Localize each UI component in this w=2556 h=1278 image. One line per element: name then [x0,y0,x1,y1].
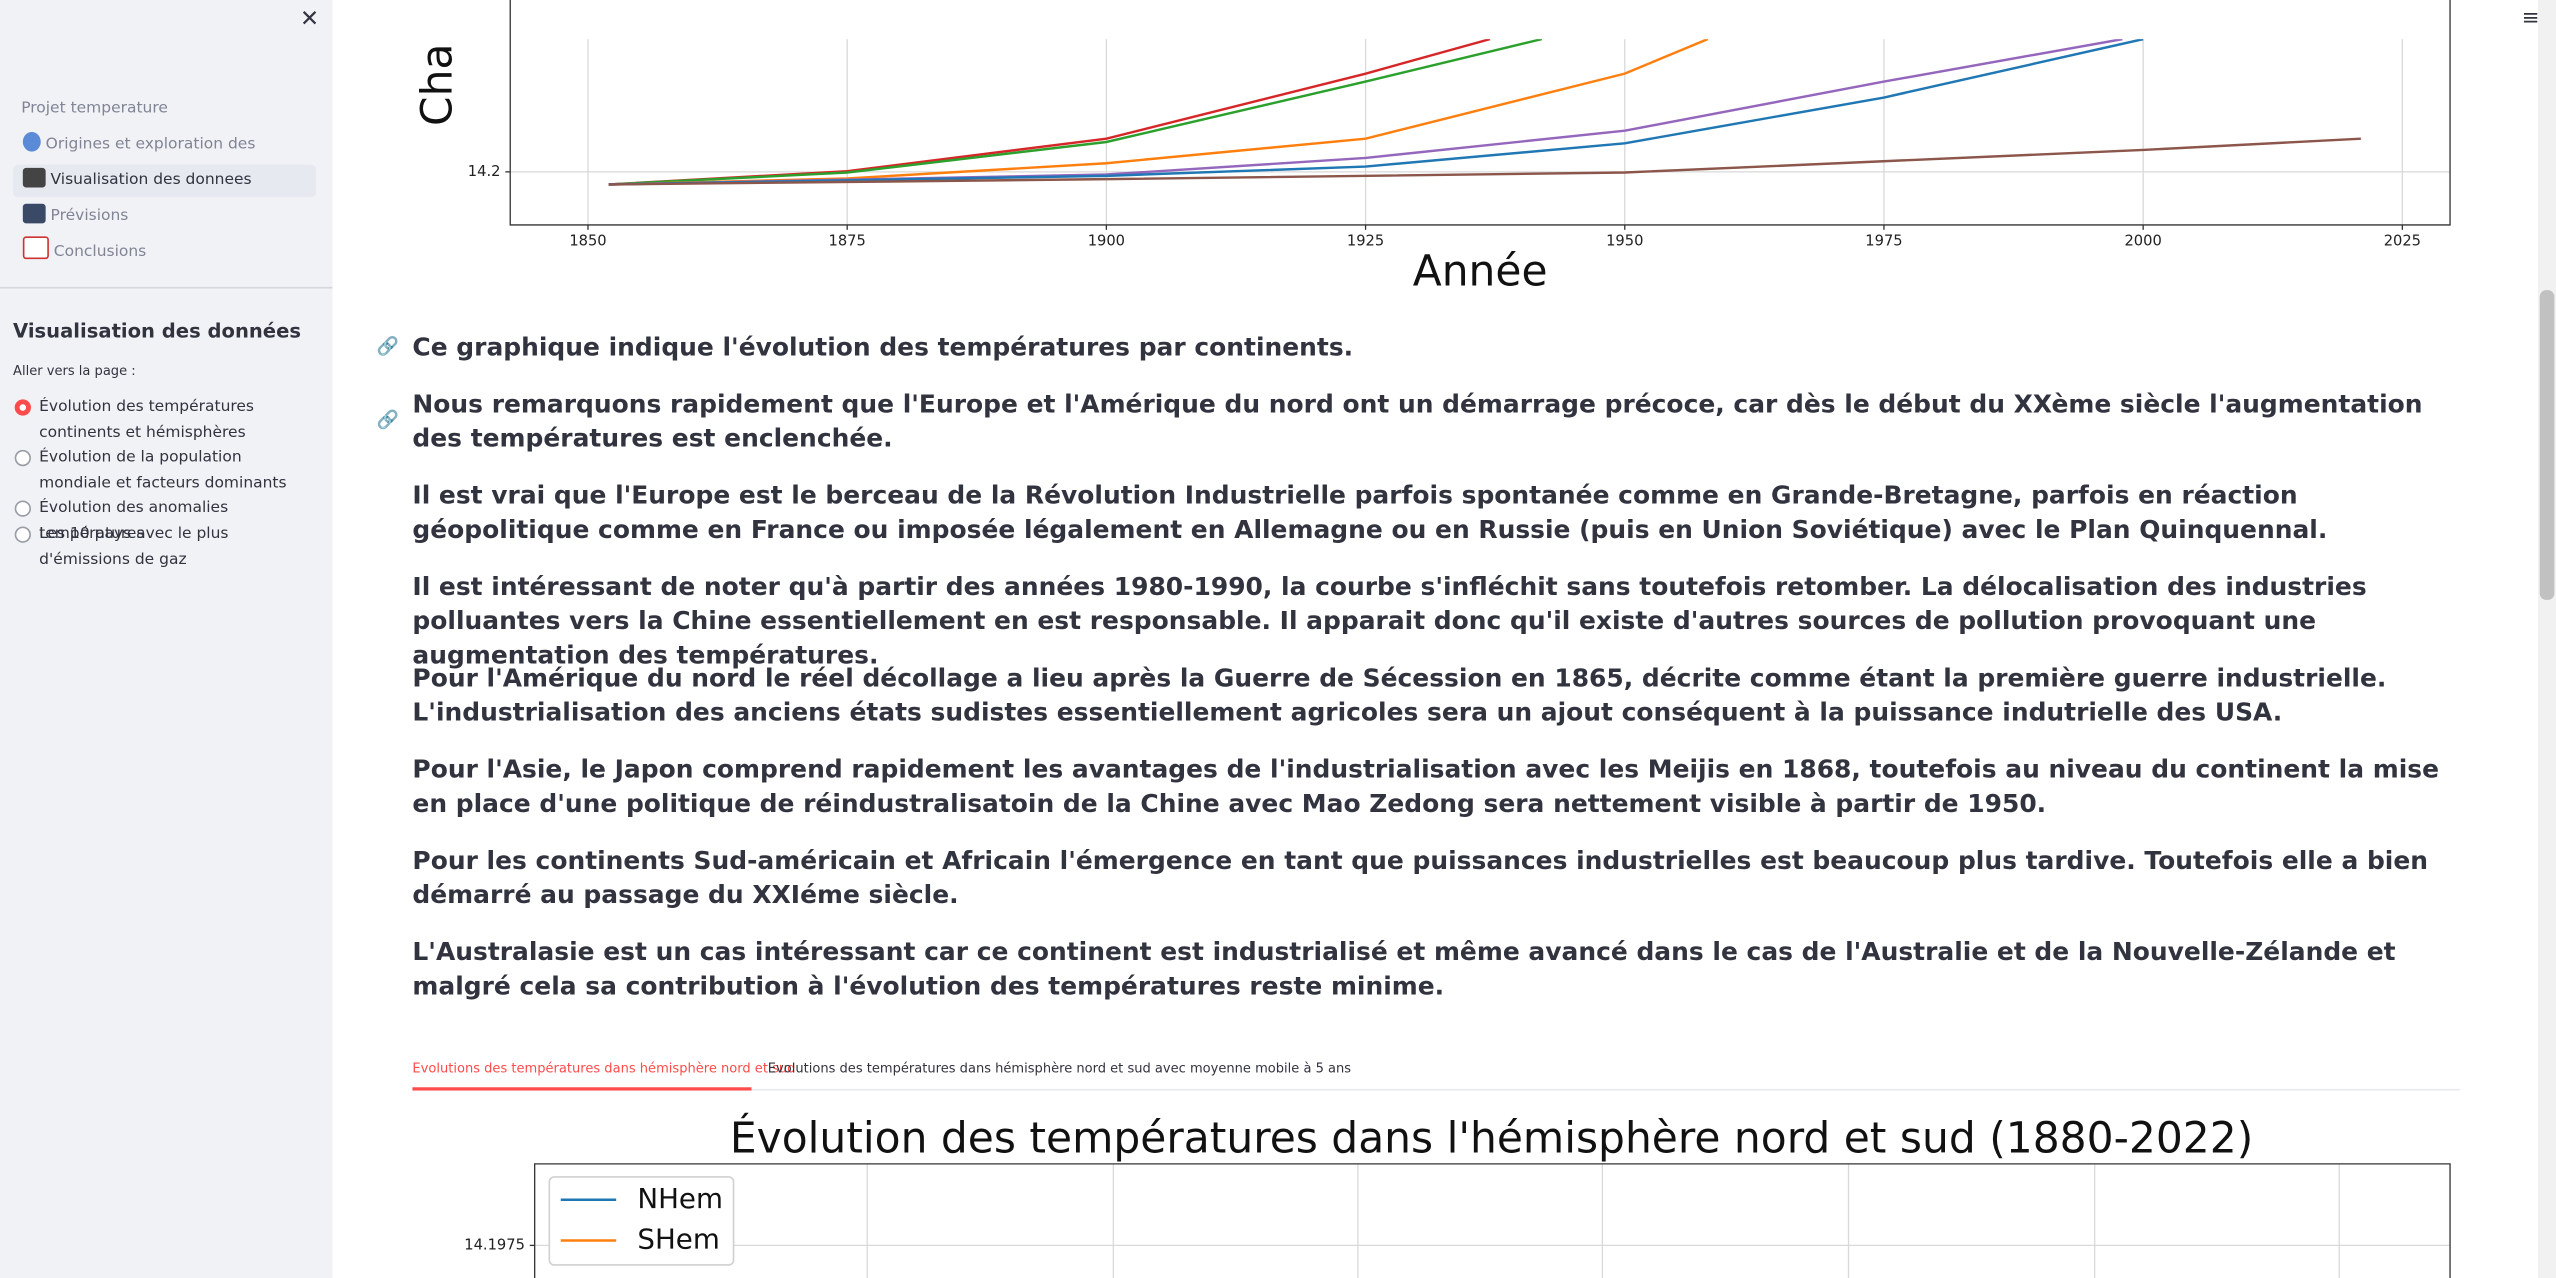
divider [0,286,333,289]
paragraph: Nous remarquons rapidement que l'Europe … [412,389,2423,454]
radio-option[interactable]: Évolution de la population mondiale et f… [13,445,316,496]
radio-dot [14,500,31,517]
icon [22,203,46,224]
section-title: Visualisation des données [13,319,302,343]
paragraph: Pour l'Amérique du nord le réel décollag… [412,663,2387,728]
nav-item[interactable]: Conclusions [13,236,316,269]
axes-frame [534,1163,2451,1278]
option-label: Évolution des températures continents et… [39,397,255,441]
series-line [608,39,2144,186]
tab[interactable]: Evolutions des températures dans hémisph… [767,1061,1352,1076]
legend-label: SHem [637,1223,719,1256]
legend-label: NHem [637,1182,723,1215]
paragraph: Pour l'Asie, le Japon comprend rapidemen… [412,754,2440,819]
x-tick-label: 2025 [2384,232,2421,249]
menu-button[interactable]: ≡ [2521,6,2540,31]
nav-label: Conclusions [53,242,147,261]
icon [22,132,41,152]
x-tick-label: 2000 [2124,232,2161,249]
option-label: Évolution de la population mondiale et f… [39,448,287,492]
radio-label: Aller vers la page : [13,363,136,379]
scrollbar-thumb[interactable] [2539,290,2555,600]
nav-item[interactable]: Visualisation des donnees [13,164,317,198]
bottom-chart: Évolution des températures dans l'hémisp… [464,1113,2451,1278]
paragraph: Il est intéressant de noter qu'à partir … [412,572,2367,670]
radio-dot [14,449,31,467]
x-tick-label: 1925 [1347,232,1384,249]
y-axis-label: Cha [413,44,462,126]
paragraph: Ce graphique indique l'évolution des tem… [412,332,1354,362]
tab-highlight [412,1087,752,1091]
nav-item[interactable]: Prévisions [13,201,316,234]
icon [22,236,49,260]
option-label: Les 10 pays avec le plus d'émissions de … [39,524,229,569]
radio-option[interactable]: Évolution des températures continents et… [13,394,316,445]
nav-label: Prévisions [50,207,129,225]
close-button[interactable]: ✕ [299,6,320,33]
paragraph: L'Australasie est un cas intéressant car… [412,937,2396,1001]
y-tick-label: 14.2 [468,163,501,180]
series-line [608,39,1543,186]
tab[interactable]: Evolutions des températures dans hémisph… [412,1061,796,1076]
top-chart: 1850 1875 1900 1925 1950 1975 2000 2025 14.2 Anné… [413,0,2451,295]
scrollbar [2538,0,2556,1278]
x-tick-label: 1850 [569,232,606,249]
x-tick-label: 1950 [1606,232,1643,249]
axes-frame [509,0,2451,226]
anchor-link[interactable]: 🔗 [376,409,399,431]
option-label: Évolution des anomalies températures [39,498,229,543]
series-line [608,39,1491,186]
nav-title: Projet temperature [21,99,168,118]
radio-dot [14,526,31,543]
icon [22,167,46,188]
series-line [608,39,1709,186]
radio-option[interactable]: Les 10 pays avec le plus d'émissions de … [13,522,316,573]
radio-dot [14,399,31,416]
anchor-link[interactable]: 🔗 [376,335,399,357]
x-axis-label: Année [1413,246,1548,295]
paragraph: Il est vrai que l'Europe est le berceau … [412,480,2328,545]
nav-label: Visualisation des donnees [50,171,252,190]
radio-option[interactable]: Évolution des anomalies températures [13,496,316,547]
series-line [608,137,2361,186]
sidebar: ✕ Projet temperature Origines et explora… [0,0,333,1278]
x-tick-label: 1875 [829,232,866,249]
paragraph: Pour les continents Sud-américain et Afr… [412,846,2429,910]
tab-border [412,1088,2460,1091]
y-tick-label: 14.1975 [464,1236,525,1253]
x-tick-label: 1900 [1088,232,1125,249]
chart-title: Évolution des températures dans l'hémisp… [730,1113,2253,1163]
x-tick-label: 1975 [1865,232,1902,249]
